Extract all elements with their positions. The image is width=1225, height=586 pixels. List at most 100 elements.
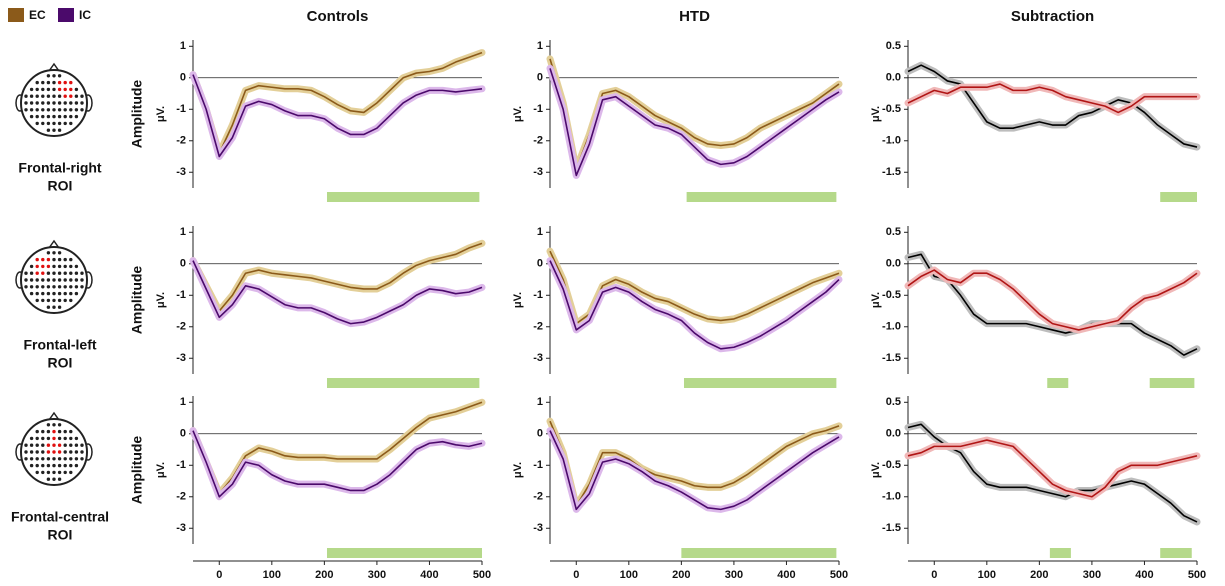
- electrode: [74, 457, 79, 461]
- electrode: [52, 423, 56, 427]
- electrode: [46, 108, 51, 112]
- electrode: [29, 108, 34, 112]
- electrode: [24, 450, 28, 454]
- electrode: [69, 278, 73, 282]
- electrode: [52, 101, 56, 105]
- electrode: [52, 114, 56, 119]
- electrode: [46, 436, 51, 441]
- electrode: [74, 101, 79, 105]
- roi-label: ROI: [48, 355, 73, 371]
- electrode: [46, 305, 51, 309]
- electrode: [52, 251, 56, 255]
- roi-label: Frontal-left: [23, 337, 96, 353]
- electrode: [35, 450, 39, 454]
- electrode: [57, 264, 62, 269]
- electrode: [46, 298, 51, 303]
- y-tick-label: -1.5: [882, 166, 901, 178]
- electrode: [52, 80, 56, 85]
- y-tick-label: -1.0: [882, 135, 901, 147]
- y-tick-label: 1: [537, 40, 543, 52]
- electrode: [35, 101, 39, 105]
- electrode: [46, 470, 51, 475]
- legend-swatch: [8, 8, 24, 22]
- electrode: [46, 74, 51, 78]
- electrode: [57, 121, 62, 126]
- electrode: [52, 443, 56, 447]
- y-unit: μV.: [870, 292, 882, 308]
- series-line: [907, 439, 1198, 498]
- error-band: [904, 80, 1201, 116]
- x-tick-label: 100: [263, 569, 281, 581]
- electrode: [69, 443, 73, 447]
- legend-swatch: [58, 8, 74, 22]
- electrode: [74, 114, 79, 119]
- y-unit: μV.: [870, 106, 882, 122]
- y-unit: μV.: [512, 462, 524, 478]
- x-tick-label: 100: [620, 569, 638, 581]
- significance-bar: [681, 548, 837, 558]
- y-tick-label: -1: [176, 459, 186, 471]
- electrode: [57, 271, 62, 275]
- electrode: [63, 87, 67, 92]
- electrode: [41, 264, 45, 269]
- y-tick-label: 1: [180, 40, 186, 52]
- legend-label: IC: [79, 8, 91, 22]
- electrode: [52, 450, 56, 454]
- electrode: [46, 457, 51, 461]
- electrode: [74, 436, 79, 441]
- y-label: Amplitude: [129, 266, 145, 335]
- electrode: [52, 94, 56, 98]
- series-line: [907, 64, 1198, 148]
- electrode: [24, 271, 28, 275]
- y-tick-label: -1.5: [882, 522, 901, 534]
- electrode: [69, 108, 73, 112]
- panel-title: HTD: [679, 8, 710, 25]
- y-unit: μV.: [155, 292, 167, 308]
- electrode: [57, 457, 62, 461]
- electrode: [52, 128, 56, 132]
- x-tick-label: 0: [216, 569, 222, 581]
- electrode: [74, 450, 79, 454]
- y-unit: μV.: [155, 462, 167, 478]
- electrode: [52, 74, 56, 78]
- y-tick-label: -0.5: [882, 459, 901, 471]
- electrode: [35, 257, 39, 262]
- electrode: [69, 291, 73, 296]
- electrode: [74, 285, 79, 289]
- electrode: [74, 264, 79, 269]
- series-line: [907, 253, 1198, 356]
- electrode: [57, 278, 62, 282]
- electrode: [63, 291, 67, 296]
- y-unit: μV.: [512, 106, 524, 122]
- y-tick-label: 1: [180, 226, 186, 238]
- panel: HTD 1 0 -1 -2 -3 μV.: [512, 8, 843, 202]
- panel: 1 0 -1 -2 -3 μV. 0 100 200 300 400 500: [512, 396, 848, 581]
- electrode: [29, 101, 34, 105]
- y-tick-label: -2: [176, 321, 186, 333]
- electrode: [41, 94, 45, 98]
- electrode: [69, 285, 73, 289]
- electrode: [80, 457, 84, 461]
- electrode: [63, 429, 67, 434]
- electrode: [69, 87, 73, 92]
- y-tick-label: 0.0: [886, 428, 901, 440]
- electrode: [57, 298, 62, 303]
- electrode: [74, 108, 79, 112]
- electrode: [52, 257, 56, 262]
- electrode: [46, 429, 51, 434]
- electrode: [35, 291, 39, 296]
- y-tick-label: 0: [180, 258, 186, 270]
- panel-title: Subtraction: [1011, 8, 1094, 25]
- y-label: Amplitude: [129, 436, 145, 505]
- electrode: [35, 87, 39, 92]
- electrode: [69, 436, 73, 441]
- electrode: [41, 121, 45, 126]
- electrode: [57, 463, 62, 468]
- electrode: [46, 477, 51, 481]
- electrode: [46, 271, 51, 275]
- electrode: [63, 443, 67, 447]
- electrode: [80, 271, 84, 275]
- series-line: [192, 430, 483, 498]
- electrode: [35, 285, 39, 289]
